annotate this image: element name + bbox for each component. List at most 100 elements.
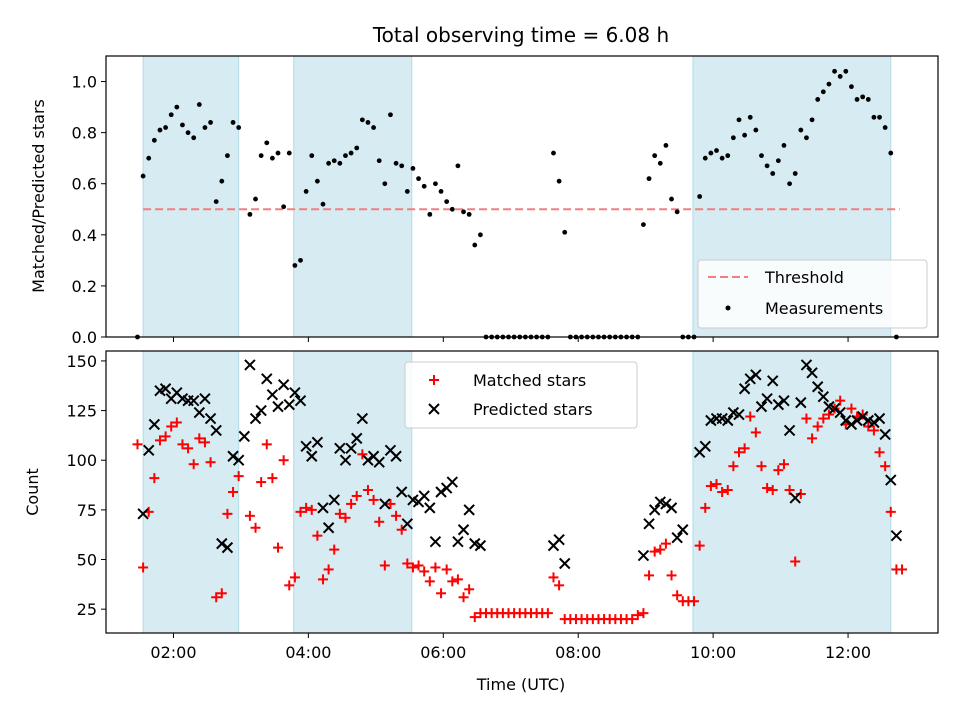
predicted-star-point — [660, 498, 672, 510]
matched-star-point — [700, 502, 711, 513]
measurement-point — [562, 229, 568, 235]
matched-star-point — [289, 572, 300, 583]
matched-star-point — [166, 421, 177, 432]
measurement-point — [438, 188, 444, 194]
measurement-point — [764, 163, 770, 169]
predicted-star-point — [429, 535, 442, 548]
legend-predicted-swatch — [428, 403, 440, 415]
measurement-point — [376, 158, 382, 164]
predicted-star-point — [232, 454, 245, 466]
bottom-x-axis: 02:00 04:00 06:00 08:00 10:00 12:00 — [150, 633, 871, 662]
predicted-star-point — [322, 522, 335, 534]
top-plot-frame — [105, 55, 939, 338]
matched-star-point — [278, 455, 289, 466]
predicted-star-point — [879, 428, 891, 441]
matched-star-point — [362, 485, 373, 496]
x-tick-label: 10:00 — [690, 643, 736, 662]
measurement-point — [371, 125, 376, 130]
predicted-star-point — [306, 450, 318, 462]
x-tick-label: 12:00 — [825, 643, 871, 662]
predicted-star-point — [559, 557, 571, 570]
predicted-star-point — [474, 539, 487, 552]
x-tick-label: 06:00 — [420, 643, 466, 662]
predicted-star-point — [452, 535, 464, 548]
measurement-point — [674, 209, 680, 215]
measurement-point — [815, 97, 821, 102]
bottom-y-tick-label: 150 — [66, 352, 97, 371]
matched-star-point — [660, 538, 671, 549]
predicted-star-point — [317, 502, 329, 514]
bottom-shaded-interval — [293, 350, 413, 634]
measurement-point — [781, 143, 787, 148]
measurement-point — [337, 160, 343, 166]
measurement-point — [253, 196, 258, 202]
predicted-star-point — [767, 375, 779, 387]
matched-star-point — [733, 447, 744, 458]
matched-star-point — [739, 443, 750, 454]
measurement-point — [146, 155, 152, 161]
top-legend-box — [697, 259, 928, 329]
measurement-point — [449, 206, 455, 212]
measurement-point — [669, 196, 674, 202]
measurement-point — [359, 117, 365, 123]
predicted-star-point — [648, 504, 661, 516]
bottom-y-tick-label: 75 — [77, 501, 97, 520]
matched-star-point — [801, 413, 812, 424]
matched-star-point — [199, 437, 210, 448]
predicted-star-point — [283, 398, 295, 411]
measurement-point — [472, 242, 478, 248]
measurement-point — [742, 132, 748, 138]
predicted-star-point — [204, 412, 217, 425]
predicted-star-point — [637, 549, 650, 562]
matched-star-point — [778, 459, 789, 470]
measurement-point — [258, 153, 264, 159]
matched-star-point — [750, 427, 761, 438]
measurement-point — [697, 194, 703, 199]
predicted-star-point — [311, 436, 324, 449]
matched-star-point — [649, 546, 660, 557]
measurement-point — [174, 104, 180, 110]
measurement-point — [286, 150, 292, 156]
predicted-star-point — [249, 412, 262, 425]
predicted-star-point — [289, 386, 301, 399]
matched-star-point — [554, 580, 565, 591]
top-y-axis: 0.0 0.2 0.4 0.6 0.8 1.0 — [72, 73, 106, 347]
predicted-star-point — [856, 410, 869, 423]
matched-star-point — [334, 508, 345, 519]
predicted-star-point — [643, 518, 655, 530]
bottom-legend: Matched stars Predicted stars — [404, 361, 638, 429]
legend-predicted-label: Predicted stars — [473, 400, 593, 419]
predicted-star-point — [401, 518, 414, 530]
matched-star-point — [807, 433, 818, 444]
matched-star-point — [756, 461, 767, 472]
matched-star-point — [672, 590, 683, 601]
predicted-star-point — [800, 359, 813, 371]
predicted-star-point — [873, 412, 886, 425]
matched-star-point — [317, 574, 328, 585]
predicted-star-point — [778, 394, 790, 407]
predicted-star-point — [457, 524, 470, 536]
measurement-point — [388, 112, 393, 118]
matched-star-point — [295, 506, 306, 517]
predicted-star-point — [244, 359, 256, 371]
legend-measurements-swatch — [725, 305, 731, 311]
predicted-star-point — [261, 373, 273, 385]
measurement-point — [849, 84, 854, 90]
measurement-point — [163, 125, 168, 130]
predicted-star-point — [885, 474, 897, 486]
predicted-star-point — [424, 502, 436, 514]
top-y-axis-label: Matched/Predicted stars — [29, 99, 48, 293]
measurement-point — [860, 94, 866, 100]
measurement-point — [281, 204, 287, 210]
predicted-star-point — [789, 492, 801, 504]
measurement-point — [213, 199, 219, 205]
measurement-point — [157, 127, 163, 133]
legend-matched-label: Matched stars — [473, 371, 586, 390]
matched-star-point — [441, 564, 452, 575]
measurement-point — [151, 137, 157, 143]
top-y-tick-label: 0.4 — [72, 226, 97, 245]
bottom-y-tick-label: 125 — [66, 402, 97, 421]
matched-star-point — [413, 560, 424, 571]
predicted-star-point — [738, 383, 751, 395]
measurement-point — [792, 171, 798, 176]
